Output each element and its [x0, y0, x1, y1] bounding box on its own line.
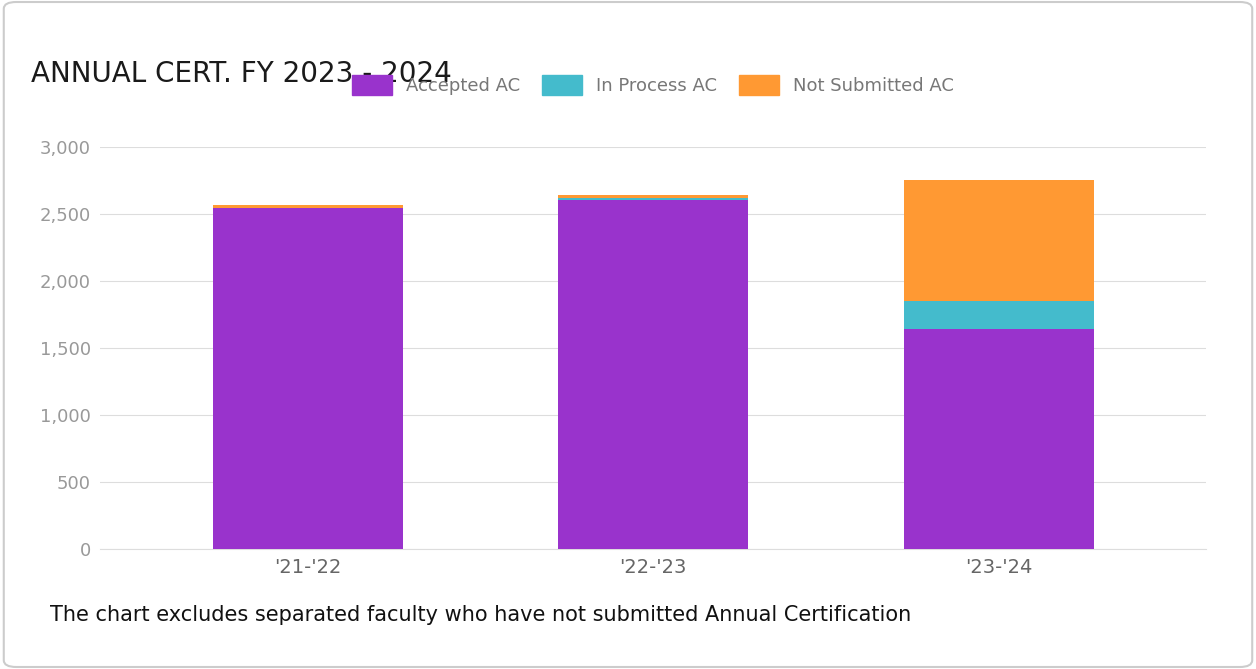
Legend: Accepted AC, In Process AC, Not Submitted AC: Accepted AC, In Process AC, Not Submitte…: [345, 68, 961, 102]
Bar: [212, 207, 403, 549]
Bar: [558, 195, 749, 198]
Text: ANNUAL CERT. FY 2023 - 2024: ANNUAL CERT. FY 2023 - 2024: [31, 60, 452, 88]
Bar: [212, 205, 403, 207]
Text: The chart excludes separated faculty who have not submitted Annual Certification: The chart excludes separated faculty who…: [50, 605, 912, 626]
Bar: [558, 199, 749, 549]
Bar: [903, 329, 1094, 549]
Bar: [903, 179, 1094, 301]
Bar: [903, 301, 1094, 329]
Bar: [558, 198, 749, 199]
